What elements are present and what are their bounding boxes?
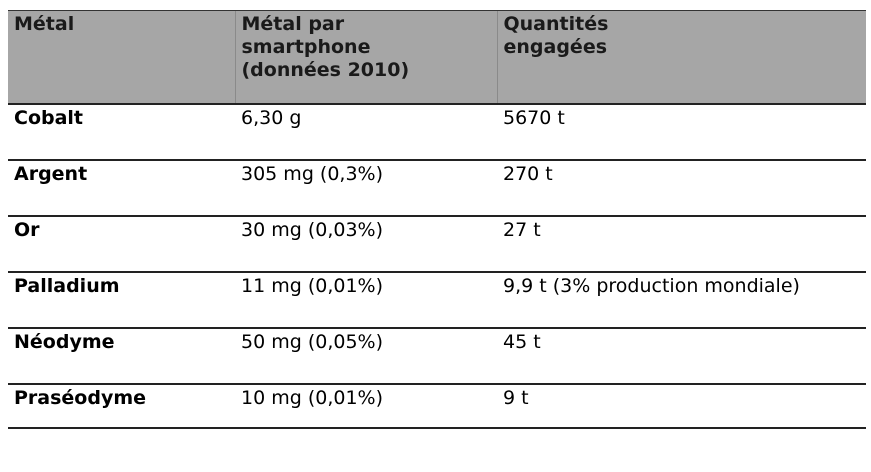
- table-cell: 10 mg (0,01%): [235, 384, 497, 429]
- table-row: Praséodyme 10 mg (0,01%) 9 t: [8, 384, 866, 429]
- table-cell: 5670 t: [497, 104, 866, 161]
- metal-name: Néodyme: [8, 328, 235, 385]
- table-row: Palladium 11 mg (0,01%) 9,9 t (3% producti…: [8, 272, 866, 329]
- header-cell: Métal par smartphone (données 2010): [234, 10, 497, 105]
- table-cell: 11 mg (0,01%): [235, 272, 497, 329]
- table-header: Métal Métal par smartphone (données 2010)…: [8, 10, 866, 105]
- table-cell: 6,30 g: [235, 104, 497, 161]
- table-cell: 305 mg (0,3%): [235, 160, 497, 217]
- table-cell: 9 t: [497, 384, 866, 429]
- header-text: Métal: [14, 13, 75, 35]
- table-cell: 270 t: [497, 160, 866, 217]
- metal-name: Palladium: [8, 272, 235, 329]
- header-cell: Quantités engagées: [496, 10, 866, 105]
- table-cell: 30 mg (0,03%): [235, 216, 497, 273]
- table-row: Néodyme 50 mg (0,05%) 45 t: [8, 328, 866, 385]
- metal-name: Praséodyme: [8, 384, 235, 429]
- metal-name: Cobalt: [8, 104, 235, 161]
- header-text: Quantités engagées: [503, 13, 609, 58]
- table-cell: 50 mg (0,05%): [235, 328, 497, 385]
- table-cell: 27 t: [497, 216, 866, 273]
- metal-name: Or: [8, 216, 235, 273]
- header-cell: Métal: [8, 10, 235, 105]
- table-row: Argent 305 mg (0,3%) 270 t: [8, 160, 866, 217]
- table-cell: 45 t: [497, 328, 866, 385]
- metal-table: Métal Métal par smartphone (données 2010)…: [8, 10, 866, 429]
- metal-name: Argent: [8, 160, 235, 217]
- table-row: Cobalt 6,30 g 5670 t: [8, 104, 866, 161]
- header-text: Métal par smartphone (données 2010): [241, 13, 410, 81]
- table-body: Cobalt 6,30 g 5670 t Argent 305 mg (0,3%) 270…: [8, 104, 866, 429]
- header-row: Métal Métal par smartphone (données 2010)…: [8, 10, 866, 105]
- table-cell: 9,9 t (3% production mondiale): [497, 272, 866, 329]
- table-row: Or 30 mg (0,03%) 27 t: [8, 216, 866, 273]
